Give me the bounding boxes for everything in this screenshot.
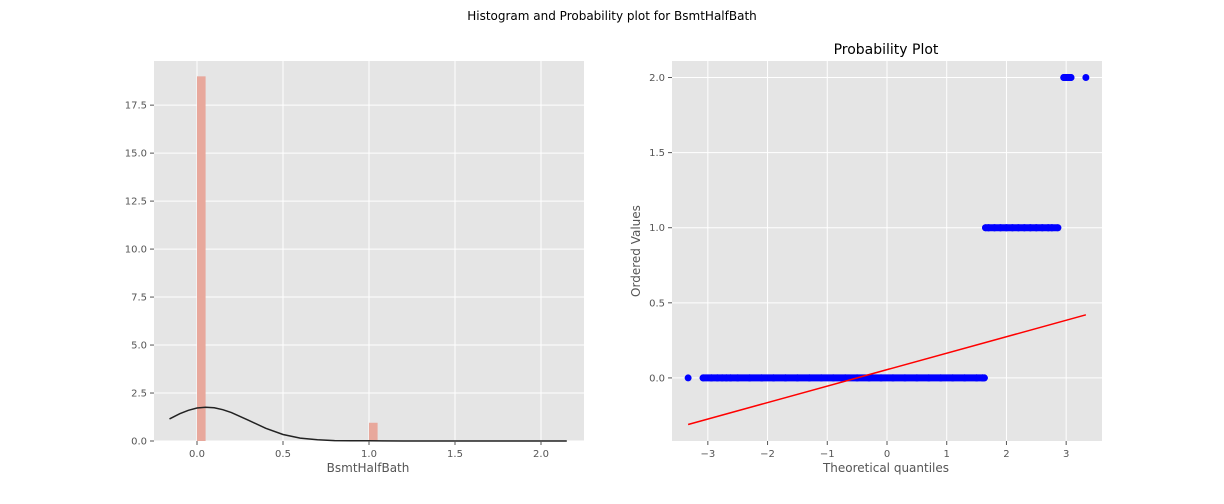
probability-point (734, 374, 742, 382)
probability-point (817, 374, 825, 382)
probability-point (925, 374, 933, 382)
probability-point (758, 374, 766, 382)
probability-point (699, 374, 707, 382)
histogram-y-tick-label: 5.0 (131, 341, 147, 352)
probability-x-tick-label: −3 (700, 449, 715, 460)
probability-point (1032, 224, 1040, 232)
histogram-x-tick-label: 0.0 (189, 449, 205, 460)
probability-point (841, 374, 849, 382)
probability-point (1026, 224, 1034, 232)
histogram-grid (154, 61, 584, 442)
probability-plot-panel: Probability Plot −3 −2 −1 0 1 2 3 0.0 0.5 1.0 1.5 2… (629, 42, 1102, 475)
probability-y-tick-label: 1.5 (649, 148, 665, 159)
probability-y-tick-label: 1.0 (649, 223, 665, 234)
probability-point (1014, 224, 1022, 232)
probability-point (913, 374, 921, 382)
histogram-panel: 0.0 0.5 1.0 1.5 2.0 0.0 2.5 5.0 7.5 10.0 12.5 15.0 1… (125, 61, 584, 475)
probability-point (1020, 224, 1028, 232)
probability-point (1038, 224, 1046, 232)
probability-x-tick-label: 0 (884, 449, 890, 460)
probability-point (1008, 224, 1016, 232)
probability-point (727, 374, 735, 382)
probability-ylabel: Ordered Values (629, 205, 643, 297)
probability-point (889, 374, 897, 382)
probability-point (770, 374, 778, 382)
probability-point (901, 374, 909, 382)
histogram-bar (197, 76, 206, 441)
probability-point (937, 374, 945, 382)
probability-point (996, 224, 1004, 232)
probability-y-tick-label: 2.0 (649, 73, 665, 84)
probability-x-tick-label: −2 (760, 449, 775, 460)
probability-point (805, 374, 813, 382)
probability-point (793, 374, 801, 382)
probability-y-tick-label: 0.5 (649, 298, 665, 309)
histogram-y-tick-label: 10.0 (125, 245, 147, 256)
probability-point (746, 374, 754, 382)
probability-xlabel: Theoretical quantiles (822, 461, 949, 475)
histogram-y-tick-label: 0.0 (131, 437, 147, 448)
histogram-bars (197, 76, 378, 441)
probability-point (781, 374, 789, 382)
probability-point (1067, 74, 1075, 82)
probability-point (865, 374, 873, 382)
probability-point (1002, 224, 1010, 232)
probability-x-tick-label: −1 (820, 449, 835, 460)
probability-point (707, 374, 715, 382)
probability-point (973, 374, 981, 382)
histogram-y-tick-label: 15.0 (125, 149, 147, 160)
histogram-y-tick-label: 12.5 (125, 197, 147, 208)
probability-point (829, 374, 837, 382)
probability-x-tick-label: 3 (1063, 449, 1069, 460)
histogram-y-tick-label: 7.5 (131, 293, 147, 304)
probability-point (684, 374, 692, 382)
probability-point (1060, 74, 1068, 82)
histogram-ticks: 0.0 0.5 1.0 1.5 2.0 0.0 2.5 5.0 7.5 10.0 12.5 15.0 1… (125, 101, 549, 460)
histogram-x-tick-label: 2.0 (533, 449, 549, 460)
kde-line (169, 406, 567, 442)
figure-suptitle: Histogram and Probability plot for BsmtH… (467, 9, 757, 23)
probability-points (684, 74, 1090, 382)
probability-point (949, 374, 957, 382)
probability-x-tick-label: 1 (944, 449, 950, 460)
probability-y-tick-label: 0.0 (649, 373, 665, 384)
histogram-y-tick-label: 2.5 (131, 389, 147, 400)
probability-point (1082, 74, 1090, 82)
fit-line (687, 314, 1087, 426)
histogram-xlabel: BsmtHalfBath (327, 461, 410, 475)
histogram-bar (369, 422, 378, 441)
probability-plot-title: Probability Plot (834, 42, 939, 58)
probability-point (1054, 224, 1062, 232)
probability-point (1048, 224, 1056, 232)
probability-point (991, 224, 998, 232)
probability-point (980, 374, 988, 382)
probability-x-tick-label: 2 (1003, 449, 1009, 460)
histogram-x-tick-label: 1.5 (447, 449, 463, 460)
histogram-x-tick-label: 1.0 (361, 449, 377, 460)
probability-point (985, 224, 993, 232)
histogram-x-tick-label: 0.5 (275, 449, 291, 460)
probability-point (877, 374, 885, 382)
histogram-y-tick-label: 17.5 (125, 101, 147, 112)
probability-point (961, 374, 969, 382)
probability-ticks: −3 −2 −1 0 1 2 3 0.0 0.5 1.0 1.5 2.0 (649, 73, 1069, 460)
